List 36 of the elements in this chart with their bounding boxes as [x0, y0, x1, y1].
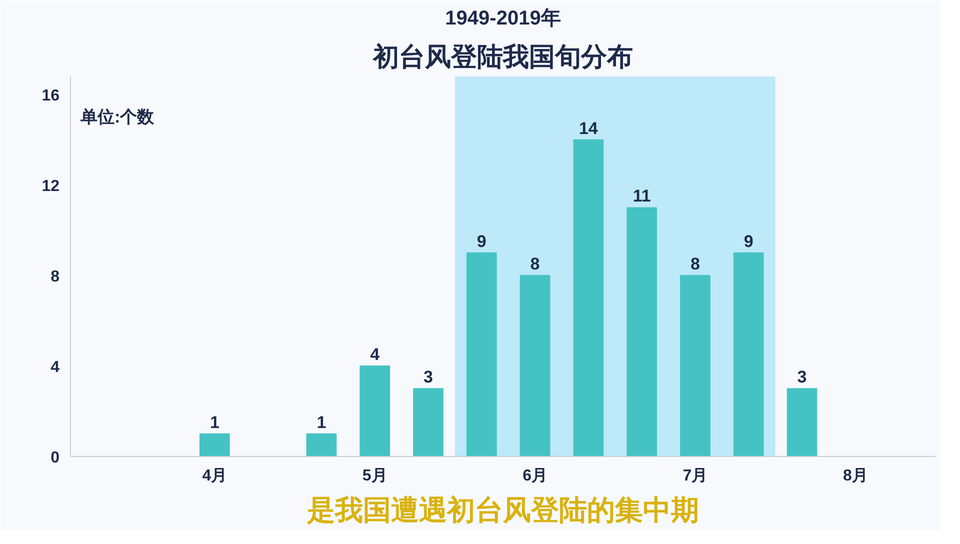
y-tick-label: 12: [42, 178, 60, 196]
bar: [573, 139, 604, 456]
bar: [786, 388, 818, 456]
text: 是我国遭遇初台风登陆的集中期: [306, 494, 699, 526]
chart-subtitle: 初台风登陆我国旬分布: [372, 42, 633, 72]
data-label: 1: [210, 412, 220, 432]
annotation: 单位:个数: [80, 108, 156, 126]
data-label: 9: [476, 232, 486, 251]
bar: [466, 252, 497, 456]
x-tick-label: 7月: [682, 468, 708, 484]
chart-title: 1949-2019年: [445, 8, 561, 30]
bar: [626, 207, 658, 456]
bar: [199, 433, 230, 456]
y-tick-label: 0: [50, 450, 60, 466]
bar: [306, 433, 337, 456]
data-label: 9: [744, 232, 754, 251]
data-label: 1: [316, 412, 326, 432]
x-tick-label: 8月: [842, 468, 868, 484]
bar: [680, 275, 710, 456]
bar: [413, 388, 444, 456]
data-label: 4: [370, 345, 380, 364]
y-tick-label: 8: [50, 268, 60, 286]
bar: [360, 366, 390, 456]
data-label: 8: [530, 254, 540, 274]
bar: [520, 275, 550, 456]
x-tick-label: 4月: [202, 468, 228, 484]
data-label: 3: [797, 368, 807, 387]
data-label: 3: [424, 368, 433, 387]
x-tick-label: 6月: [522, 468, 548, 484]
data-label: 14: [578, 118, 598, 138]
y-tick-label: 16: [42, 88, 60, 105]
bar: [733, 252, 764, 456]
data-label: 11: [632, 186, 651, 206]
data-label: 8: [690, 254, 700, 274]
y-tick-label: 4: [50, 359, 60, 376]
x-tick-label: 5月: [362, 468, 388, 484]
